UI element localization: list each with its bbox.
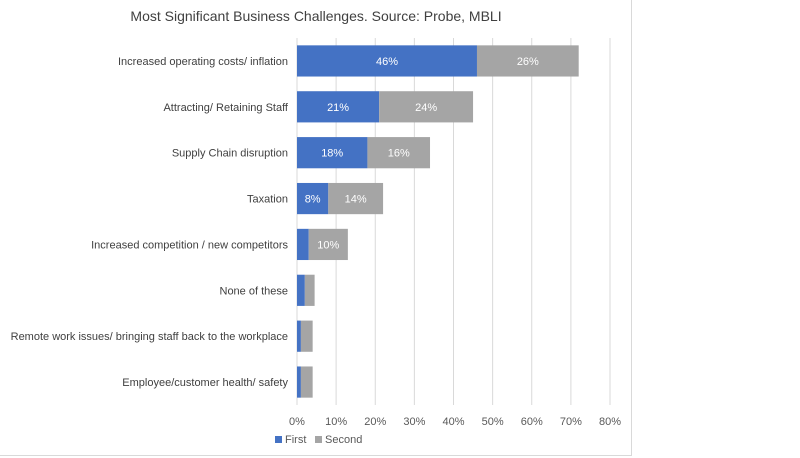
category-label: Attracting/ Retaining Staff [163,102,288,114]
data-label: 21% [327,102,349,114]
legend-swatch-second [315,436,322,443]
bar-first [297,366,301,398]
data-label: 46% [376,56,398,68]
data-label: 10% [317,239,339,251]
bar-second [328,182,384,215]
bar-first [297,137,368,169]
category-label: Increased operating costs/ inflation [118,56,288,68]
data-label: 24% [415,102,437,114]
bar-first [297,274,305,306]
category-label: Employee/customer health/ safety [122,377,288,389]
x-tick-label: 80% [599,416,621,428]
bar-second [476,45,579,77]
data-label: 18% [321,148,343,160]
bar-first [297,228,309,261]
bar-first [297,182,329,215]
x-tick-label: 0% [289,416,305,428]
x-tick-label: 10% [325,416,347,428]
legend-swatch-first [275,436,282,443]
legend-label-first: First [285,434,306,446]
bar-second [304,274,315,306]
x-tick-label: 30% [403,416,425,428]
chart-title: Most Significant Business Challenges. So… [130,8,502,24]
bar-first [297,45,477,77]
category-label: Taxation [247,194,288,206]
bar-first [297,320,301,352]
bar-second [379,91,474,123]
category-label: Supply Chain disruption [172,148,288,160]
x-tick-label: 50% [482,416,504,428]
x-tick-label: 60% [521,416,543,428]
data-label: 16% [388,148,410,160]
bar-second [300,366,313,398]
bar-first [297,91,380,123]
legend-label-second: Second [325,434,362,446]
x-tick-label: 40% [442,416,464,428]
x-tick-label: 20% [364,416,386,428]
data-label: 14% [345,194,367,206]
category-label: Increased competition / new competitors [91,239,288,251]
bar-second [308,228,348,261]
bar-second [300,320,313,352]
category-label: None of these [220,285,289,297]
bar-second [367,137,431,169]
data-label: 8% [305,194,321,206]
category-label: Remote work issues/ bringing staff back … [11,331,288,343]
data-label: 26% [517,56,539,68]
x-tick-label: 70% [560,416,582,428]
